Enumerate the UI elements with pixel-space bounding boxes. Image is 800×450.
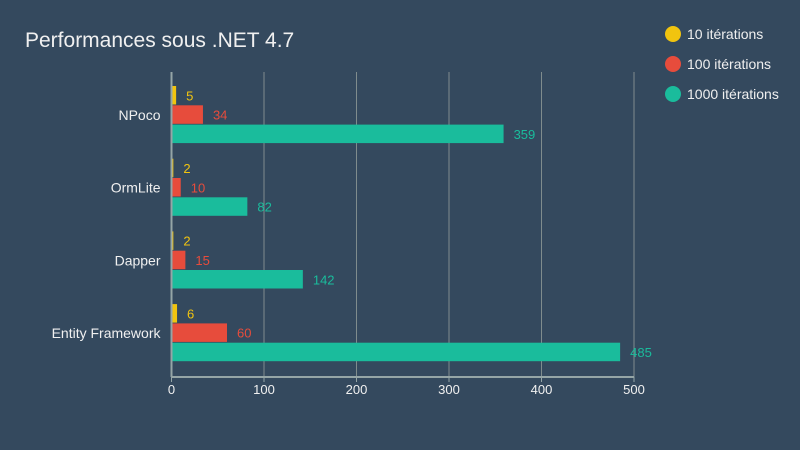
bar-value-label: 5 bbox=[186, 88, 193, 103]
category-label: OrmLite bbox=[111, 180, 161, 196]
legend-item[interactable]: 100 itérations bbox=[665, 56, 771, 72]
bar[interactable] bbox=[171, 250, 186, 270]
category-label: Entity Framework bbox=[52, 325, 162, 341]
bar-value-label: 142 bbox=[313, 272, 335, 287]
bar-value-label: 485 bbox=[630, 345, 652, 360]
x-tick-label: 100 bbox=[253, 382, 275, 397]
bar[interactable] bbox=[171, 197, 248, 216]
bar[interactable] bbox=[171, 105, 203, 124]
legend-marker bbox=[665, 26, 681, 42]
legend-item[interactable]: 10 itérations bbox=[665, 26, 763, 42]
legend-marker bbox=[665, 86, 681, 102]
legend-label: 100 itérations bbox=[687, 56, 771, 72]
bar[interactable] bbox=[171, 270, 303, 289]
bar[interactable] bbox=[171, 178, 181, 197]
x-tick-label: 400 bbox=[531, 382, 553, 397]
bar[interactable] bbox=[171, 323, 228, 342]
bar-value-label: 2 bbox=[183, 234, 190, 249]
axes: 0 100 200 300 400 500 NPoco OrmLite Dapper Entity… bbox=[52, 72, 645, 397]
x-tick-label: 0 bbox=[168, 382, 175, 397]
bar-value-label: 2 bbox=[183, 161, 190, 176]
bar-value-label: 359 bbox=[514, 127, 536, 142]
bar[interactable] bbox=[171, 86, 177, 105]
x-tick-label: 300 bbox=[438, 382, 460, 397]
x-tick-label: 200 bbox=[346, 382, 368, 397]
chart-title: Performances sous .NET 4.7 bbox=[25, 29, 294, 52]
bar-value-label: 15 bbox=[195, 253, 209, 268]
legend-label: 10 itérations bbox=[687, 26, 763, 42]
bar-value-label: 82 bbox=[257, 200, 271, 215]
category-label: NPoco bbox=[118, 107, 160, 123]
bar[interactable] bbox=[171, 124, 504, 144]
legend-item[interactable]: 1000 itérations bbox=[665, 86, 779, 102]
legend-label: 1000 itérations bbox=[687, 86, 779, 102]
bar-value-label: 34 bbox=[213, 108, 227, 123]
legend[interactable]: 10 itérations 100 itérations 1000 itératio… bbox=[665, 26, 779, 102]
bar-value-label: 10 bbox=[191, 180, 205, 195]
bar-value-label: 60 bbox=[237, 326, 251, 341]
legend-marker bbox=[665, 56, 681, 72]
bar[interactable] bbox=[171, 304, 178, 323]
x-tick-label: 500 bbox=[623, 382, 645, 397]
gridlines bbox=[263, 72, 635, 377]
bar-value-label: 6 bbox=[187, 306, 194, 321]
bar[interactable] bbox=[171, 342, 621, 362]
category-label: Dapper bbox=[115, 252, 161, 268]
